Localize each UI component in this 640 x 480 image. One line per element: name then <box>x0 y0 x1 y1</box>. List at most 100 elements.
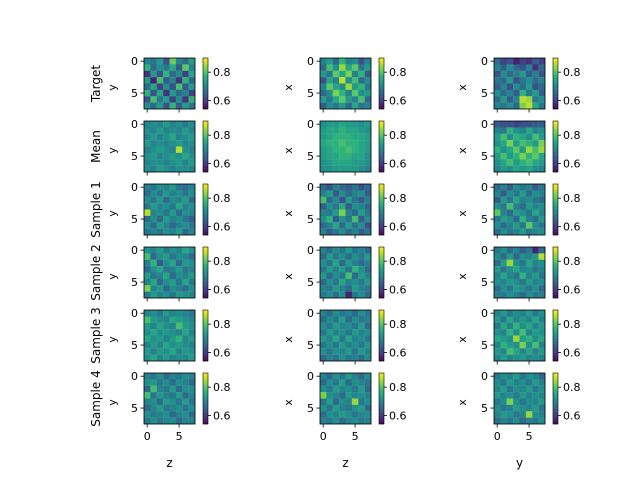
heatmap-cell <box>163 83 170 91</box>
heatmap-cell <box>513 259 520 267</box>
colorbar-segment <box>553 331 558 334</box>
heatmap-cell <box>538 310 546 317</box>
colorbar-segment <box>379 101 384 103</box>
heatmap-cell <box>494 392 501 399</box>
colorbar-tick-label: 0.8 <box>563 129 581 142</box>
colorbar-segment <box>379 312 384 315</box>
colorbar-segment <box>379 407 384 409</box>
colorbar-segment <box>203 105 208 107</box>
heatmap-cell <box>156 89 164 97</box>
heatmap-cell <box>175 385 183 393</box>
colorbar-segment <box>553 359 558 362</box>
heatmap-cell <box>175 146 183 154</box>
colorbar-segment <box>203 403 208 406</box>
colorbar-segment <box>203 195 208 197</box>
colorbar-segment <box>379 98 384 101</box>
heatmap-cell <box>513 310 520 317</box>
colorbar-segment <box>379 187 384 190</box>
colorbar-segment <box>203 78 208 80</box>
heatmap-cell <box>351 329 359 336</box>
colorbar-segment <box>379 106 384 108</box>
heatmap-cell <box>345 310 353 317</box>
heatmap-cell <box>513 348 520 355</box>
colorbar-segment <box>203 415 208 417</box>
heatmap-cell <box>525 417 533 425</box>
heatmap-cell <box>163 58 170 65</box>
heatmap-cell <box>351 70 359 78</box>
heatmap-cell <box>358 266 365 273</box>
colorbar-segment <box>203 266 208 268</box>
colorbar-segment <box>203 135 208 137</box>
colorbar-segment <box>553 272 558 274</box>
heatmap-cell <box>345 253 353 260</box>
heatmap-cell <box>494 89 501 97</box>
colorbar-segment <box>379 78 384 80</box>
heatmap-cell <box>494 253 501 260</box>
heatmap-cell <box>175 165 183 173</box>
heatmap-cell <box>519 209 527 217</box>
heatmap-cell <box>163 89 170 97</box>
colorbar-segment <box>379 124 384 127</box>
colorbar-segment <box>553 199 558 201</box>
colorbar-segment <box>379 61 384 64</box>
heatmap-cell <box>156 272 164 280</box>
heatmap-cell <box>345 102 353 110</box>
heatmap-cell <box>519 215 527 223</box>
colorbar-segment <box>203 170 208 173</box>
heatmap-cell <box>364 184 372 191</box>
x-axis-label-col1: z <box>166 456 172 470</box>
colorbar-frame <box>552 309 559 362</box>
colorbar-segment <box>203 160 208 162</box>
colorbar-segment <box>379 165 384 168</box>
colorbar-segment <box>379 184 384 186</box>
colorbar-segment <box>553 266 558 268</box>
heatmap-cell <box>144 404 151 412</box>
heatmap-cell <box>538 140 546 147</box>
colorbar-segment <box>379 253 384 255</box>
heatmap-cell <box>144 96 151 103</box>
heatmap-cell <box>320 77 327 84</box>
heatmap-cell <box>144 196 151 204</box>
heatmap-cell <box>525 385 533 393</box>
heatmap-cell <box>150 385 157 393</box>
colorbar-segment <box>203 219 208 222</box>
colorbar-segment <box>379 136 384 138</box>
colorbar-segment <box>379 218 384 220</box>
colorbar-segment <box>553 420 558 422</box>
heatmap-cell <box>538 354 546 362</box>
heatmap-cell <box>506 70 514 78</box>
colorbar-segment <box>203 140 208 142</box>
heatmap-cell <box>500 121 507 128</box>
heatmap-cell <box>182 285 189 292</box>
heatmap-cell <box>175 392 183 399</box>
colorbar-segment <box>379 147 384 150</box>
colorbar-segment <box>203 262 208 264</box>
panel-sample-4-col2: 050 5x0.60.8 <box>282 370 407 443</box>
heatmap-cell <box>169 417 177 425</box>
colorbar-segment <box>203 210 208 213</box>
heatmap-cell <box>188 184 196 191</box>
heatmap-cell <box>519 190 527 197</box>
colorbar-segment <box>553 169 558 171</box>
heatmap-cell <box>339 146 346 154</box>
row-label-sample-4: Sample 4 <box>89 370 103 426</box>
colorbar-tick-label: 0.6 <box>389 221 407 234</box>
colorbar-frame <box>202 309 209 362</box>
heatmap-cell <box>519 70 527 78</box>
colorbar-tick-label: 0.6 <box>563 284 581 297</box>
colorbar-segment <box>203 401 208 403</box>
colorbar-segment <box>379 321 384 323</box>
colorbar-segment <box>553 163 558 165</box>
heatmap-cell <box>351 58 359 65</box>
heatmap-cell <box>188 196 196 204</box>
heatmap-cell <box>163 379 170 386</box>
colorbar-segment <box>379 68 384 70</box>
heatmap-cell <box>332 184 340 191</box>
colorbar-tick-label: 0.8 <box>389 129 407 142</box>
colorbar-segment <box>553 187 558 190</box>
heatmap-cell <box>525 354 533 362</box>
heatmap-cell <box>351 354 359 362</box>
heatmap-cell <box>525 259 533 267</box>
heatmap-cell <box>182 322 189 330</box>
heatmap-cell <box>163 222 170 229</box>
